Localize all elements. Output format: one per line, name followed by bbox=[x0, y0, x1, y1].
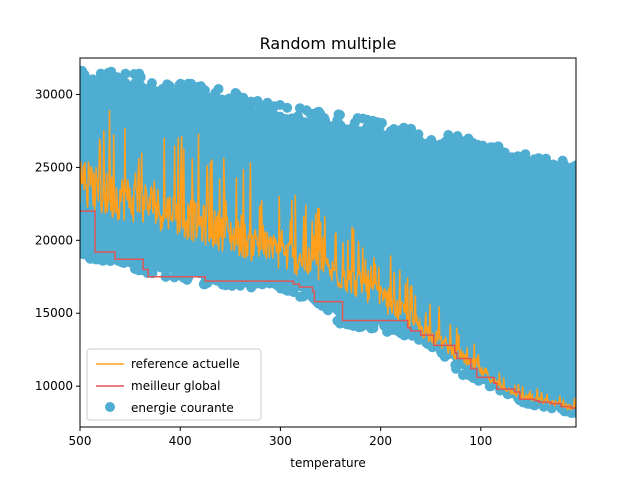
energie-point bbox=[425, 136, 436, 147]
energie-point bbox=[235, 93, 246, 104]
energie-point bbox=[407, 330, 418, 341]
energie-point bbox=[378, 130, 389, 141]
legend-label-meilleur: meilleur global bbox=[131, 379, 220, 393]
y-tick-label: 15000 bbox=[35, 306, 73, 320]
energie-point bbox=[310, 115, 321, 126]
energie-point bbox=[334, 109, 345, 120]
energie-point bbox=[376, 118, 387, 128]
energie-point bbox=[295, 291, 306, 302]
x-tick-label: 500 bbox=[69, 434, 92, 448]
energie-point bbox=[101, 74, 112, 84]
energie-point bbox=[167, 87, 178, 98]
energie-point bbox=[83, 248, 94, 259]
energie-point bbox=[327, 121, 338, 132]
energie-point bbox=[292, 111, 303, 122]
energie-point bbox=[313, 106, 324, 117]
energie-point bbox=[160, 270, 171, 281]
energie-point bbox=[132, 261, 143, 272]
series-energie-courante-band bbox=[80, 79, 576, 410]
legend-swatch-energie bbox=[105, 402, 115, 412]
energie-point bbox=[458, 369, 469, 380]
energie-point bbox=[332, 315, 343, 326]
legend: reference actuelle meilleur global energ… bbox=[86, 348, 262, 421]
energie-point bbox=[301, 105, 312, 116]
series-meilleur-global bbox=[80, 210, 576, 410]
energie-point bbox=[185, 83, 196, 94]
energie-point bbox=[488, 149, 499, 160]
x-axis-label: temperature bbox=[290, 456, 365, 470]
y-tick-label: 20000 bbox=[35, 233, 73, 247]
energie-point bbox=[114, 73, 125, 84]
energie-point bbox=[80, 78, 86, 88]
chart-title: Random multiple bbox=[260, 34, 397, 53]
energie-point bbox=[175, 78, 186, 89]
x-axis: 500 400 300 200 100 bbox=[69, 427, 492, 448]
energie-point bbox=[451, 363, 461, 374]
energie-point bbox=[419, 334, 430, 345]
energie-point bbox=[410, 135, 421, 146]
energie-point bbox=[543, 160, 554, 170]
energie-point bbox=[200, 277, 211, 288]
y-axis: 10000 15000 20000 25000 30000 bbox=[35, 87, 80, 393]
plot-area bbox=[80, 65, 576, 418]
energie-point bbox=[243, 278, 254, 289]
energie-point bbox=[252, 96, 263, 106]
energie-point bbox=[259, 107, 270, 117]
series-energie-courante-points bbox=[80, 65, 576, 418]
energie-point bbox=[368, 323, 379, 334]
legend-box bbox=[86, 348, 262, 421]
energie-point bbox=[269, 101, 280, 112]
energie-point bbox=[358, 113, 368, 124]
energie-point bbox=[323, 305, 334, 316]
y-tick-label: 25000 bbox=[35, 160, 73, 174]
energie-point bbox=[556, 160, 566, 171]
energie-point bbox=[264, 278, 275, 289]
energie-point bbox=[397, 133, 408, 144]
energie-point bbox=[499, 147, 510, 158]
x-tick-label: 400 bbox=[169, 434, 192, 448]
energie-point bbox=[534, 160, 545, 171]
y-tick-label: 30000 bbox=[35, 87, 73, 101]
energie-point bbox=[488, 142, 498, 153]
energie-point bbox=[96, 251, 107, 261]
axes-frame bbox=[79, 57, 577, 428]
energie-point bbox=[466, 367, 477, 378]
energie-point bbox=[449, 140, 460, 151]
energie-point bbox=[382, 326, 393, 337]
energie-point bbox=[146, 78, 157, 89]
y-tick-label: 10000 bbox=[35, 379, 73, 393]
energie-point bbox=[398, 122, 409, 133]
energie-point bbox=[216, 94, 227, 105]
energie-point bbox=[566, 407, 576, 418]
energie-point bbox=[210, 87, 221, 98]
energie-point bbox=[135, 72, 146, 83]
energie-point bbox=[115, 255, 126, 266]
energie-point bbox=[440, 137, 450, 147]
energie-point bbox=[195, 81, 206, 92]
energie-point bbox=[275, 111, 286, 122]
legend-label-reference: reference actuelle bbox=[131, 357, 240, 371]
energie-point bbox=[361, 122, 372, 133]
x-tick-label: 200 bbox=[369, 434, 392, 448]
legend-label-energie: energie courante bbox=[131, 401, 234, 415]
x-tick-label: 300 bbox=[269, 434, 292, 448]
energie-point bbox=[346, 123, 357, 134]
energie-point bbox=[512, 151, 523, 162]
energie-point bbox=[348, 321, 359, 331]
energie-point bbox=[388, 124, 399, 134]
energie-point bbox=[282, 285, 293, 296]
x-tick-label: 100 bbox=[469, 434, 492, 448]
energie-point bbox=[472, 139, 483, 150]
